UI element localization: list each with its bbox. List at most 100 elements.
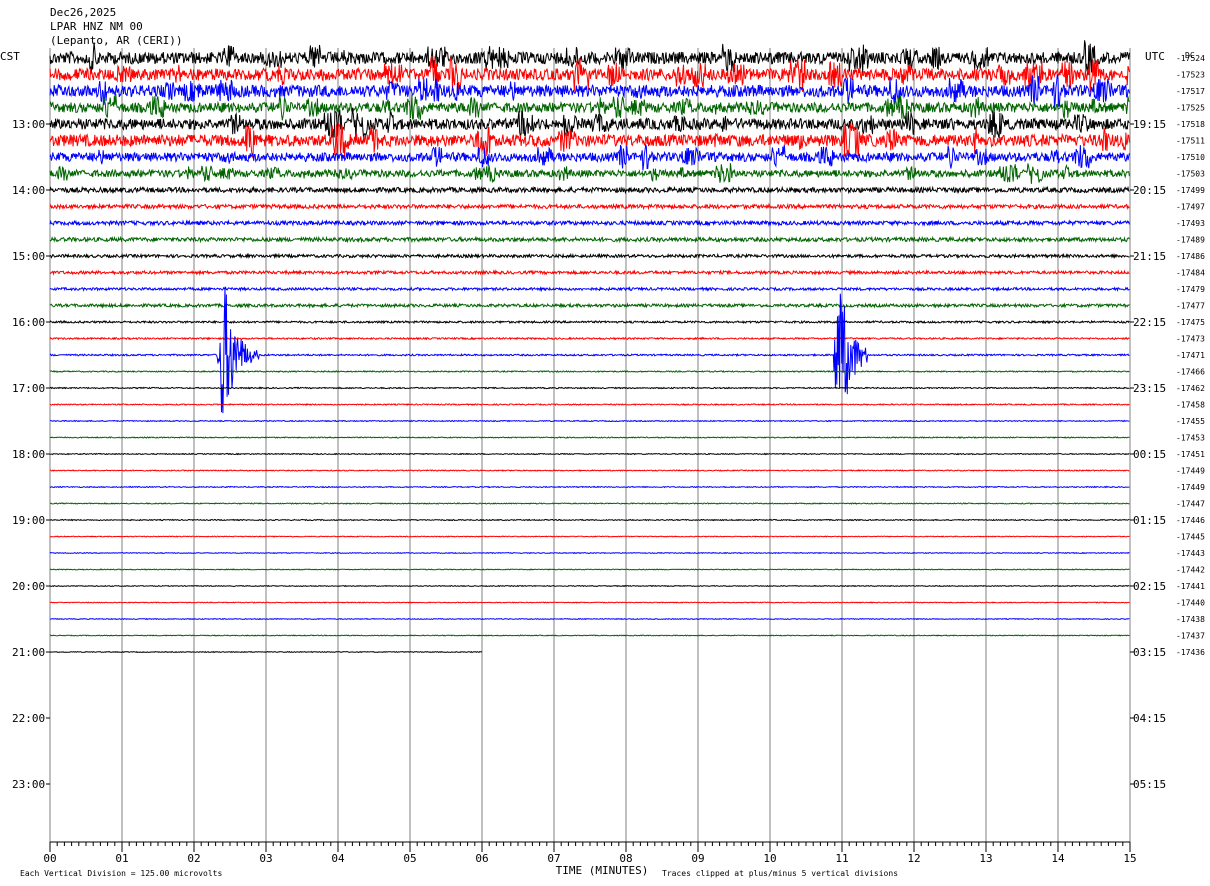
trace-offset-label: -17462: [1176, 384, 1205, 393]
seismic-trace: [49, 252, 1130, 260]
utc-hour-label: 04:15: [1133, 712, 1166, 725]
seismic-trace: [49, 336, 1130, 341]
trace-offset-label: -17455: [1176, 417, 1205, 426]
x-tick-label: 02: [187, 852, 200, 865]
trace-offset-label: -17525: [1176, 104, 1205, 113]
cst-hour-label: 20:00: [12, 580, 45, 593]
left-axis-label: CST: [0, 50, 20, 63]
seismic-trace: [49, 74, 1130, 109]
utc-hour-label: 22:15: [1133, 316, 1166, 329]
chart-date: Dec26,2025: [50, 6, 116, 19]
seismic-trace: [49, 286, 1130, 414]
trace-offset-label: -17449: [1176, 467, 1205, 476]
cst-hour-labels: 13:00 14:00 15:00 16:00 17:00 18:00 19:00 20:00…: [12, 118, 50, 791]
trace-offset-label: -17453: [1176, 434, 1205, 443]
utc-hour-label: 01:15: [1133, 514, 1166, 527]
seismic-trace: [49, 650, 483, 654]
trace-offset-label: -17440: [1176, 599, 1205, 608]
trace-offset-label: -17486: [1176, 252, 1205, 261]
seismic-trace: [49, 617, 1130, 621]
seismic-trace: [49, 144, 1130, 171]
axes: [49, 841, 1131, 852]
footer-clip-note: Traces clipped at plus/minus 5 vertical …: [662, 869, 898, 878]
seismic-trace: [49, 386, 1130, 390]
seismic-trace: [49, 452, 1130, 456]
x-tick-label: 10: [763, 852, 776, 865]
trace-offset-label: -17437: [1176, 632, 1205, 641]
trace-offset-label: -17510: [1176, 153, 1205, 162]
chart-header: Dec26,2025 LPAR HNZ NM 00 (Lepanto, AR (…: [0, 6, 1195, 63]
x-tick-label: 15: [1123, 852, 1136, 865]
trace-offset-label: -17445: [1176, 533, 1205, 542]
seismic-trace: [50, 419, 1130, 423]
cst-hour-label: 17:00: [12, 382, 45, 395]
trace-offset-labels: -17524 -17523 -17517 -17525 -17518 -17511 -175…: [1176, 54, 1205, 657]
x-tick-label: 03: [259, 852, 272, 865]
cst-hour-label: 13:00: [12, 118, 45, 131]
utc-hour-labels: 19:15 20:15 21:15 22:15 23:15 00:15 01:15 02:15…: [1130, 118, 1166, 791]
utc-hour-label: 19:15: [1133, 118, 1166, 131]
cst-hour-label: 21:00: [12, 646, 45, 659]
seismic-trace: [49, 634, 1130, 637]
trace-offset-label: -17493: [1176, 219, 1205, 228]
right-axis-label: UTC: [1145, 50, 1165, 63]
utc-hour-label: 21:15: [1133, 250, 1166, 263]
cst-hour-label: 22:00: [12, 712, 45, 725]
trace-offset-label: -17471: [1176, 351, 1205, 360]
seismic-trace: [49, 123, 1130, 159]
x-tick-label: 09: [691, 852, 704, 865]
x-tick-label: 08: [619, 852, 632, 865]
cst-hour-label: 18:00: [12, 448, 45, 461]
trace-offset-label: -17441: [1176, 582, 1205, 591]
cst-hour-label: 23:00: [12, 778, 45, 791]
seismic-trace: [49, 108, 1130, 141]
trace-offset-label: -17475: [1176, 318, 1205, 327]
seismic-trace: [49, 485, 1130, 489]
trace-offset-label: -17484: [1176, 269, 1205, 278]
x-tick-label: 00: [43, 852, 56, 865]
x-tick-label: 04: [331, 852, 345, 865]
utc-hour-label: 02:15: [1133, 580, 1166, 593]
seismic-trace: [49, 319, 1130, 325]
seismic-trace: [49, 40, 1130, 76]
x-tick-label: 14: [1051, 852, 1065, 865]
seismic-trace: [49, 568, 1130, 571]
seismic-traces: [49, 40, 1130, 654]
seismic-trace: [49, 584, 1130, 588]
trace-offset-label: -17523: [1176, 71, 1205, 80]
seismic-trace: [49, 56, 1130, 93]
x-tick-label: 13: [979, 852, 992, 865]
trace-offset-label: -17449: [1176, 483, 1205, 492]
seismic-trace: [49, 402, 1130, 407]
utc-hour-label: 23:15: [1133, 382, 1166, 395]
x-tick-labels: 00 01 02 03 04 05 06 07 08 09 10 11 12 13 14 15: [43, 852, 1136, 865]
cst-hour-label: 19:00: [12, 514, 45, 527]
trace-offset-label: -17497: [1176, 203, 1205, 212]
seismic-trace: [49, 369, 1130, 374]
seismic-trace: [49, 235, 1130, 244]
station-name: LPAR HNZ NM 00: [50, 20, 143, 33]
trace-offset-label: -17524: [1176, 54, 1205, 63]
seismic-trace: [49, 502, 1130, 505]
trace-offset-label: -17438: [1176, 615, 1205, 624]
trace-offset-label: -17489: [1176, 236, 1205, 245]
seismic-trace: [49, 185, 1130, 195]
trace-offset-label: -17446: [1176, 516, 1205, 525]
seismic-trace: [49, 436, 1130, 439]
seismic-trace: [49, 469, 1130, 472]
cst-hour-label: 14:00: [12, 184, 45, 197]
seismic-trace: [49, 202, 1130, 211]
seismic-trace: [49, 551, 1130, 555]
seismic-trace: [50, 601, 1130, 604]
x-axis-label: TIME (MINUTES): [556, 864, 649, 877]
trace-offset-label: -17517: [1176, 87, 1205, 96]
trace-offset-label: -17479: [1176, 285, 1205, 294]
seismic-trace: [49, 163, 1130, 184]
trace-offset-label: -17477: [1176, 302, 1205, 311]
seismic-trace: [49, 269, 1130, 276]
x-tick-label: 01: [115, 852, 128, 865]
trace-offset-label: -17499: [1176, 186, 1205, 195]
trace-offset-label: -17473: [1176, 335, 1205, 344]
trace-offset-label: -17442: [1176, 566, 1205, 575]
